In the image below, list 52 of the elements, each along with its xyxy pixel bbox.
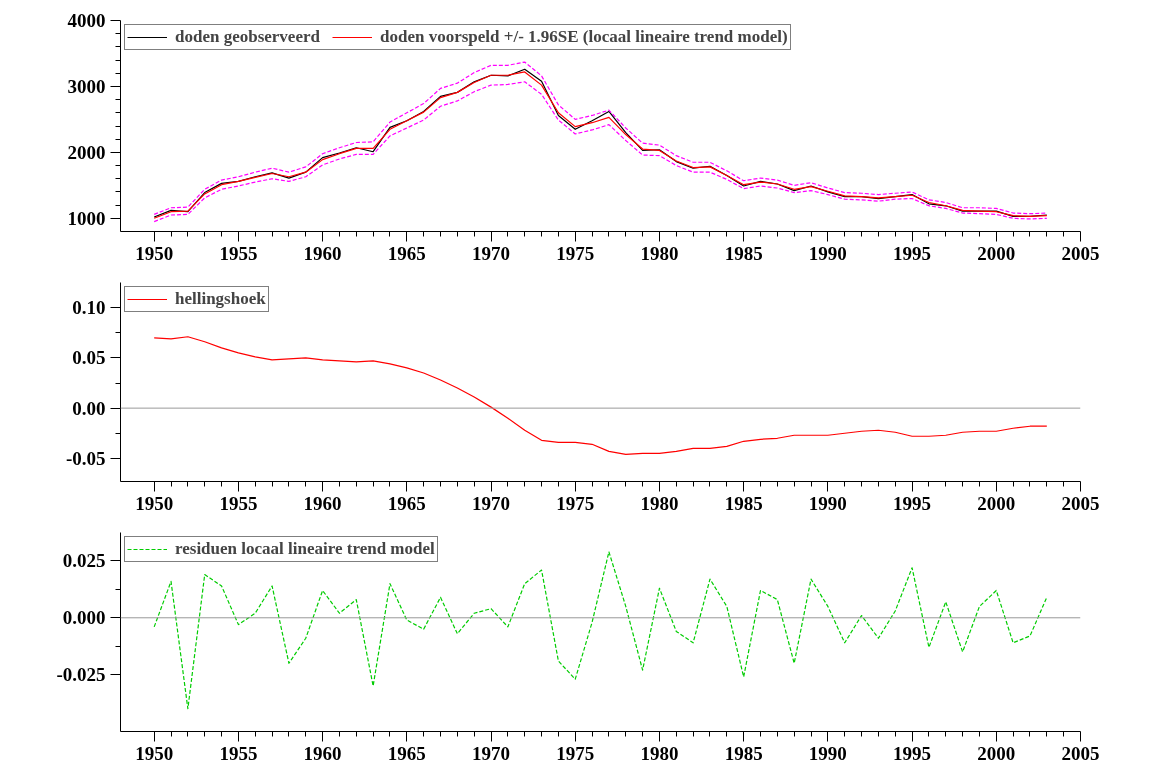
x-tick-label: 1970	[472, 492, 511, 514]
x-tick-label: 1955	[219, 492, 258, 514]
x-tick-label: 1995	[893, 742, 932, 764]
x-tick-label: 1965	[387, 492, 426, 514]
x-tick-label: 1975	[556, 742, 595, 764]
x-tick-label: 1980	[640, 242, 679, 264]
legend-label: doden voorspeld +/- 1.96SE (locaal lineaire trend model)	[379, 27, 788, 47]
x-tick-label: 1975	[556, 242, 595, 264]
x-tick-label: 1965	[387, 742, 426, 764]
x-tick-label: 1960	[303, 242, 342, 264]
y-tick-label: 2000	[67, 141, 106, 163]
y-tick-label: 0.00	[72, 397, 106, 419]
x-tick-label: 2005	[1061, 242, 1100, 264]
x-tick-label: 1960	[303, 742, 342, 764]
legend-label: hellingshoek	[175, 289, 266, 309]
x-tick-label: 1970	[472, 742, 511, 764]
x-tick-label: 1990	[808, 492, 847, 514]
x-tick-label: 1980	[640, 492, 679, 514]
y-tick-label: 4000	[67, 10, 106, 31]
x-tick-label: 1990	[808, 742, 847, 764]
x-tick-label: 2000	[977, 492, 1016, 514]
x-tick-label: 2000	[977, 742, 1016, 764]
x-tick-label: 1985	[724, 492, 763, 514]
x-tick-label: 1950	[135, 242, 174, 264]
x-tick-label: 1980	[640, 742, 679, 764]
x-tick-label: 1950	[135, 492, 174, 514]
x-tick-label: 1990	[808, 242, 847, 264]
line-series	[153, 336, 1048, 455]
x-tick-label: 2005	[1061, 492, 1100, 514]
y-tick-label: 0.05	[72, 347, 106, 369]
x-tick-label: 2000	[977, 242, 1016, 264]
y-tick-label: -0.025	[56, 664, 106, 686]
x-tick-label: 1975	[556, 492, 595, 514]
y-tick-label: 3000	[67, 75, 106, 97]
legend-label: doden geobserveerd	[175, 27, 320, 47]
y-tick-label: -0.05	[65, 447, 106, 469]
x-tick-label: 1985	[724, 242, 763, 264]
x-tick-label: 1955	[219, 242, 258, 264]
y-tick-label: 0.000	[62, 607, 106, 629]
x-tick-label: 1950	[135, 742, 174, 764]
x-tick-label: 2005	[1061, 742, 1100, 764]
y-tick-label: 0.025	[62, 550, 106, 572]
y-tick-label: 0.10	[72, 297, 106, 319]
x-tick-label: 1995	[893, 242, 932, 264]
x-tick-label: 1955	[219, 742, 258, 764]
x-tick-label: 1960	[303, 492, 342, 514]
x-tick-label: 1995	[893, 492, 932, 514]
x-tick-label: 1965	[387, 242, 426, 264]
y-tick-label: 1000	[67, 207, 106, 229]
x-tick-label: 1985	[724, 742, 763, 764]
x-tick-label: 1970	[472, 242, 511, 264]
legend-label: residuen locaal lineaire trend model	[175, 539, 435, 559]
